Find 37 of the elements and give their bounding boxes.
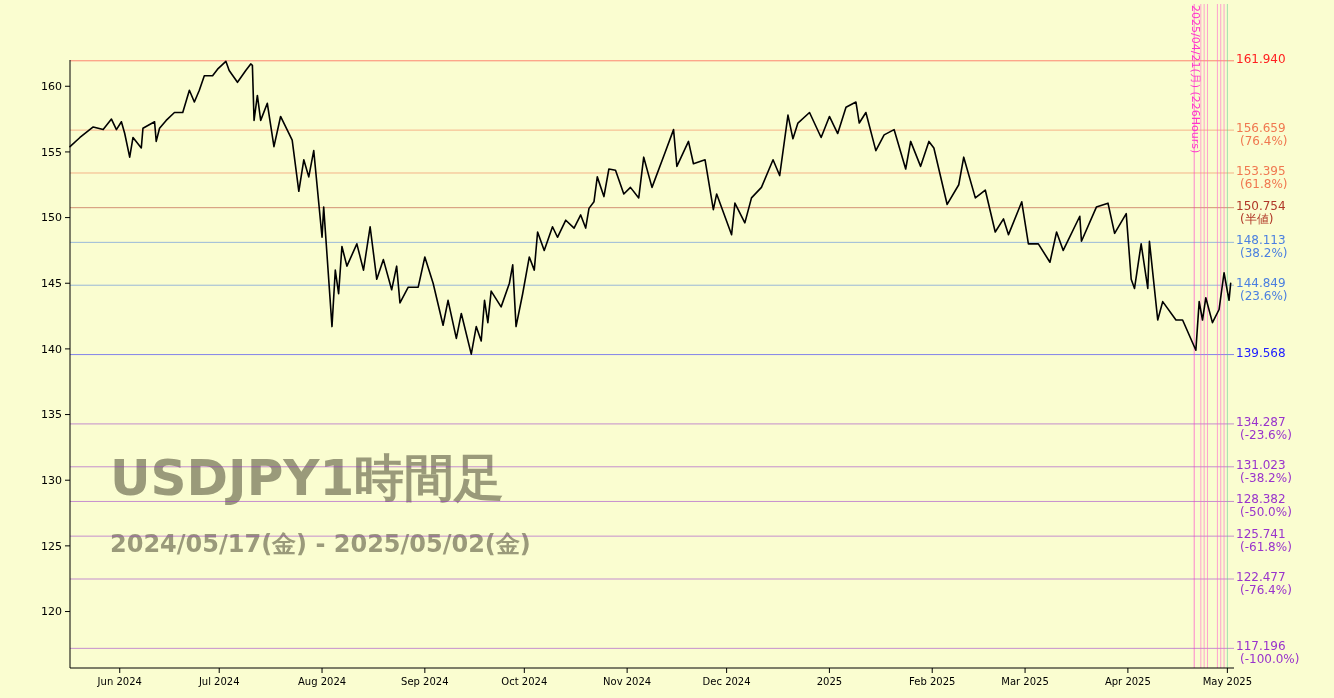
x-tick-label: Aug 2024 xyxy=(297,676,347,687)
x-tick-label: May 2025 xyxy=(1202,676,1253,687)
x-tick-label: Apr 2025 xyxy=(1104,676,1151,687)
ref-line-label: 125.741 (-61.8%) xyxy=(1236,527,1292,555)
y-tick-label: 135 xyxy=(41,408,62,422)
ref-line-label: 117.196 (-100.0%) xyxy=(1236,639,1300,667)
ref-line-label: 122.477 (-76.4%) xyxy=(1236,570,1292,598)
ref-line-label: 150.754 (半値) xyxy=(1236,198,1286,226)
x-tick-label: Oct 2024 xyxy=(501,676,548,687)
ref-line-label: 153.395 (61.8%) xyxy=(1236,164,1288,191)
y-tick-label: 155 xyxy=(41,145,62,159)
x-tick-label: Jun 2024 xyxy=(96,676,142,687)
ref-line-label: 134.287 (-23.6%) xyxy=(1236,414,1292,442)
text: USDJPY1時間足 xyxy=(110,449,505,507)
ref-line-label: 161.940 xyxy=(1236,51,1286,66)
ref-line-label: 148.113 (38.2%) xyxy=(1236,233,1288,261)
y-tick-label: 120 xyxy=(41,605,62,619)
x-tick-label: Mar 2025 xyxy=(1001,676,1049,687)
ref-line-label: 128.382 (-50.0%) xyxy=(1236,492,1292,520)
x-tick-label: Sep 2024 xyxy=(401,676,449,687)
x-tick-label: Feb 2025 xyxy=(909,676,956,687)
y-tick-label: 140 xyxy=(41,342,62,356)
ref-line-label: 144.849 (23.6%) xyxy=(1236,276,1288,304)
ref-line-label: 139.568 xyxy=(1236,345,1286,360)
x-tick-label: Nov 2024 xyxy=(603,676,652,687)
x-tick-label: 2025 xyxy=(816,676,843,687)
y-tick-label: 125 xyxy=(41,539,62,553)
x-tick-label: Jul 2024 xyxy=(197,676,240,687)
ref-line-label: 131.023 (-38.2%) xyxy=(1236,457,1292,485)
text: 2024/05/17(金) - 2025/05/02(金) xyxy=(110,530,531,558)
ref-line-label: 2025/04/21(月) (226Hours) xyxy=(1189,5,1203,154)
x-tick-label: Dec 2024 xyxy=(702,676,751,687)
y-tick-label: 145 xyxy=(41,277,62,291)
y-tick-label: 130 xyxy=(41,474,62,488)
y-tick-label: 160 xyxy=(41,80,62,94)
y-tick-label: 150 xyxy=(41,211,62,225)
ref-line-label: 156.659 (76.4%) xyxy=(1236,121,1288,149)
